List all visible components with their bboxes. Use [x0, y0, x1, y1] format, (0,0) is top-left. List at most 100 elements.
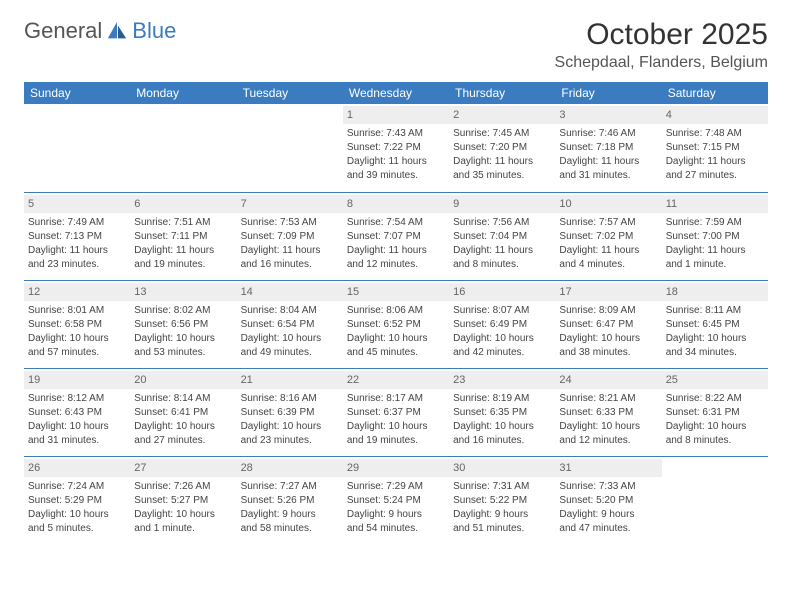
calendar-day-cell: 30 Sunrise: 7:31 AMSunset: 5:22 PMDayligh…	[449, 456, 555, 544]
day-number: 18	[662, 283, 768, 301]
calendar-day-cell: 24Sunrise: 8:21 AMSunset: 6:33 PMDayligh…	[555, 368, 661, 456]
calendar-day-cell: 8Sunrise: 7:54 AMSunset: 7:07 PMDaylight…	[343, 192, 449, 280]
sunrise-text: Sunrise: 8:22 AM	[666, 392, 764, 405]
sunrise-text: Sunrise: 8:21 AM	[559, 392, 657, 405]
sunrise-text: Sunrise: 8:04 AM	[241, 304, 339, 317]
daylight-text: and 31 minutes.	[28, 434, 126, 447]
calendar-day-cell: 18Sunrise: 8:11 AMSunset: 6:45 PMDayligh…	[662, 280, 768, 368]
sunrise-text: Sunrise: 8:07 AM	[453, 304, 551, 317]
sail-icon	[106, 20, 128, 42]
calendar-day-cell: 21Sunrise: 8:16 AMSunset: 6:39 PMDayligh…	[237, 368, 343, 456]
day-details: Sunrise: 7:54 AMSunset: 7:07 PMDaylight:…	[347, 216, 445, 271]
daylight-text: and 31 minutes.	[559, 169, 657, 182]
sunrise-text: Sunrise: 8:02 AM	[134, 304, 232, 317]
day-number: 31	[555, 459, 661, 477]
daylight-text: Daylight: 10 hours	[347, 420, 445, 433]
daylight-text: Daylight: 10 hours	[666, 332, 764, 345]
calendar-day-cell: .	[130, 104, 236, 192]
calendar-day-cell: 26Sunrise: 7:24 AMSunset: 5:29 PMDayligh…	[24, 456, 130, 544]
daylight-text: Daylight: 10 hours	[134, 332, 232, 345]
weekday-header: Friday	[555, 82, 661, 104]
daylight-text: Daylight: 10 hours	[134, 420, 232, 433]
title-block: October 2025 Schepdaal, Flanders, Belgiu…	[555, 18, 768, 72]
sunset-text: Sunset: 6:31 PM	[666, 406, 764, 419]
sunset-text: Sunset: 6:52 PM	[347, 318, 445, 331]
calendar-day-cell: 16Sunrise: 8:07 AMSunset: 6:49 PMDayligh…	[449, 280, 555, 368]
day-number: 13	[130, 283, 236, 301]
daylight-text: and 19 minutes.	[134, 258, 232, 271]
day-details: Sunrise: 7:57 AMSunset: 7:02 PMDaylight:…	[559, 216, 657, 271]
day-number: 16	[449, 283, 555, 301]
day-number: 19	[24, 371, 130, 389]
day-number: 17	[555, 283, 661, 301]
daylight-text: Daylight: 10 hours	[241, 420, 339, 433]
day-details: Sunrise: 7:53 AMSunset: 7:09 PMDaylight:…	[241, 216, 339, 271]
sunrise-text: Sunrise: 7:29 AM	[347, 480, 445, 493]
sunset-text: Sunset: 7:15 PM	[666, 141, 764, 154]
day-number: 30	[449, 459, 555, 477]
daylight-text: and 51 minutes.	[453, 522, 551, 535]
day-details: Sunrise: 8:02 AMSunset: 6:56 PMDaylight:…	[134, 304, 232, 359]
weekday-header: Thursday	[449, 82, 555, 104]
day-number: 28	[237, 459, 343, 477]
month-title: October 2025	[555, 18, 768, 52]
sunset-text: Sunset: 7:18 PM	[559, 141, 657, 154]
sunrise-text: Sunrise: 8:19 AM	[453, 392, 551, 405]
day-details: Sunrise: 8:01 AMSunset: 6:58 PMDaylight:…	[28, 304, 126, 359]
daylight-text: Daylight: 11 hours	[666, 155, 764, 168]
day-details: Sunrise: 7:59 AMSunset: 7:00 PMDaylight:…	[666, 216, 764, 271]
calendar-day-cell: 28Sunrise: 7:27 AMSunset: 5:26 PMDayligh…	[237, 456, 343, 544]
sunrise-text: Sunrise: 7:54 AM	[347, 216, 445, 229]
daylight-text: and 8 minutes.	[453, 258, 551, 271]
day-number: 4	[662, 106, 768, 124]
calendar-day-cell: 25 Sunrise: 8:22 AMSunset: 6:31 PMDayligh…	[662, 368, 768, 456]
calendar-day-cell: .	[237, 104, 343, 192]
header: General Blue October 2025 Schepdaal, Fla…	[24, 18, 768, 72]
calendar-day-cell: .	[662, 456, 768, 544]
day-number: 6	[130, 195, 236, 213]
weekday-header: Monday	[130, 82, 236, 104]
day-number: 24	[555, 371, 661, 389]
sunrise-text: Sunrise: 8:16 AM	[241, 392, 339, 405]
calendar-day-cell: 13 Sunrise: 8:02 AMSunset: 6:56 PMDayligh…	[130, 280, 236, 368]
daylight-text: Daylight: 11 hours	[134, 244, 232, 257]
day-number: 27	[130, 459, 236, 477]
sunset-text: Sunset: 6:41 PM	[134, 406, 232, 419]
sunrise-text: Sunrise: 7:26 AM	[134, 480, 232, 493]
day-number: 25	[662, 371, 768, 389]
day-details: Sunrise: 7:33 AMSunset: 5:20 PMDaylight:…	[559, 480, 657, 535]
day-number: 10	[555, 195, 661, 213]
daylight-text: Daylight: 9 hours	[453, 508, 551, 521]
calendar-day-cell: .	[24, 104, 130, 192]
day-number: 14	[237, 283, 343, 301]
day-details: Sunrise: 8:22 AMSunset: 6:31 PMDaylight:…	[666, 392, 764, 447]
daylight-text: Daylight: 11 hours	[453, 155, 551, 168]
calendar-day-cell: 15Sunrise: 8:06 AMSunset: 6:52 PMDayligh…	[343, 280, 449, 368]
day-number: 2	[449, 106, 555, 124]
daylight-text: and 16 minutes.	[453, 434, 551, 447]
daylight-text: and 49 minutes.	[241, 346, 339, 359]
sunset-text: Sunset: 7:02 PM	[559, 230, 657, 243]
daylight-text: and 38 minutes.	[559, 346, 657, 359]
day-number: 9	[449, 195, 555, 213]
day-details: Sunrise: 7:31 AMSunset: 5:22 PMDaylight:…	[453, 480, 551, 535]
calendar-week-row: 19Sunrise: 8:12 AMSunset: 6:43 PMDayligh…	[24, 368, 768, 456]
sunrise-text: Sunrise: 7:57 AM	[559, 216, 657, 229]
daylight-text: and 1 minute.	[134, 522, 232, 535]
daylight-text: Daylight: 10 hours	[28, 420, 126, 433]
sunset-text: Sunset: 6:47 PM	[559, 318, 657, 331]
calendar-day-cell: 31 Sunrise: 7:33 AMSunset: 5:20 PMDayligh…	[555, 456, 661, 544]
sunrise-text: Sunrise: 8:14 AM	[134, 392, 232, 405]
day-number: 11	[662, 195, 768, 213]
daylight-text: and 39 minutes.	[347, 169, 445, 182]
daylight-text: Daylight: 10 hours	[559, 332, 657, 345]
daylight-text: and 1 minute.	[666, 258, 764, 271]
weekday-header: Tuesday	[237, 82, 343, 104]
daylight-text: Daylight: 11 hours	[241, 244, 339, 257]
daylight-text: and 12 minutes.	[559, 434, 657, 447]
sunset-text: Sunset: 6:37 PM	[347, 406, 445, 419]
daylight-text: Daylight: 10 hours	[241, 332, 339, 345]
sunset-text: Sunset: 6:54 PM	[241, 318, 339, 331]
sunrise-text: Sunrise: 8:12 AM	[28, 392, 126, 405]
daylight-text: and 16 minutes.	[241, 258, 339, 271]
